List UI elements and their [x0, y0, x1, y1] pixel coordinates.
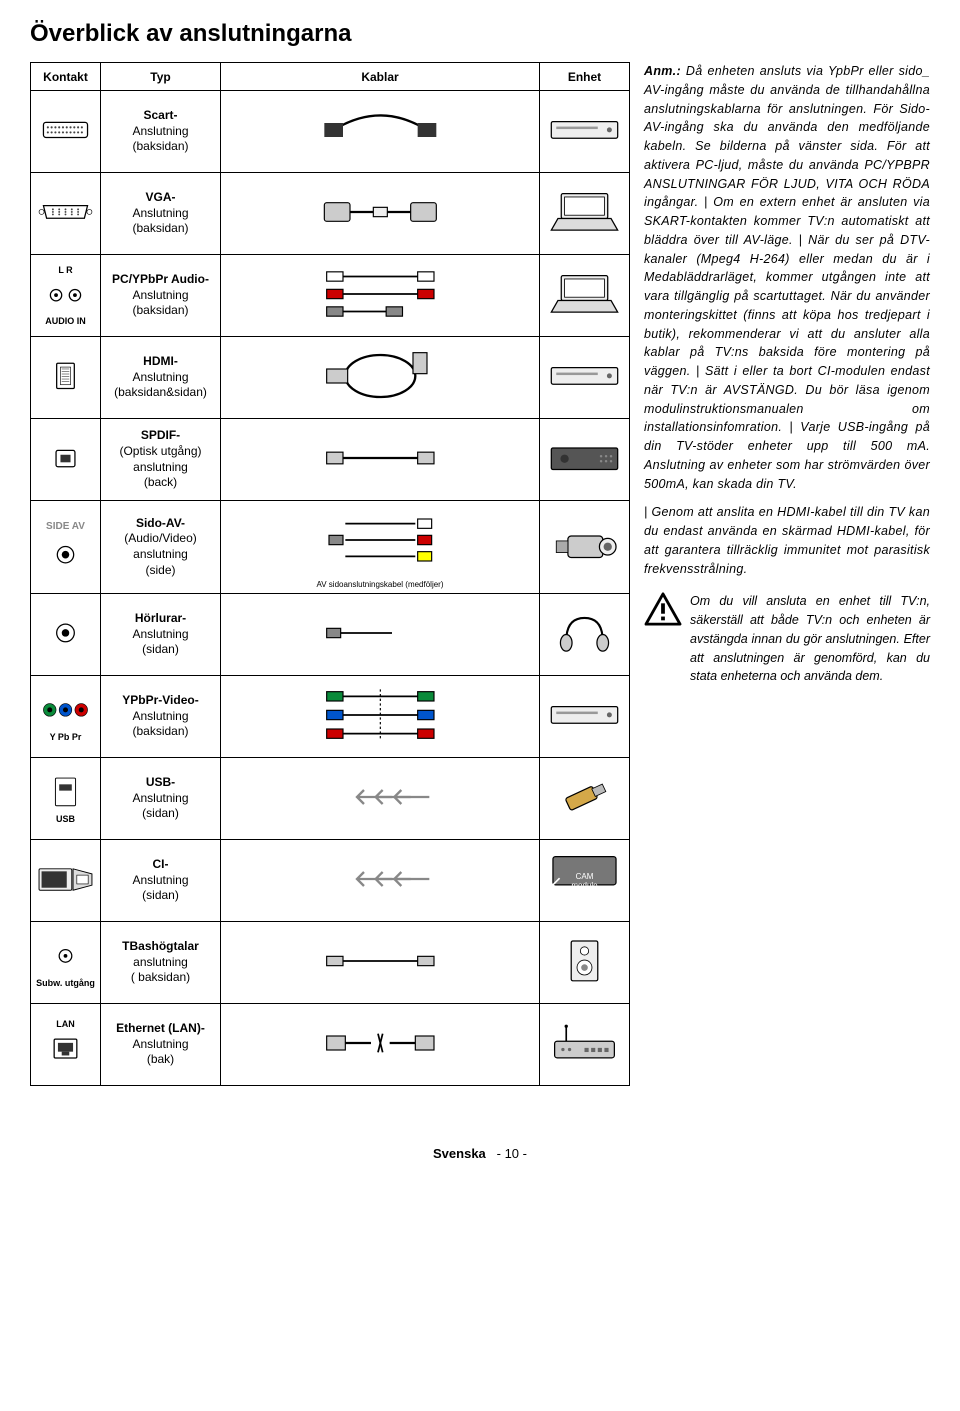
header-enhet: Enhet [540, 63, 630, 91]
kablar-optical-cable [221, 419, 540, 501]
kablar-ypbpr-cable [221, 676, 540, 758]
enhet-laptop [540, 255, 630, 337]
typ-cell-2: PC/YPbPr Audio-Anslutning(baksidan) [101, 255, 221, 337]
note-body: Då enheten ansluts via YpbPr eller sido_… [644, 64, 930, 491]
typ-cell-4: SPDIF-(Optisk utgång)anslutning(back) [101, 419, 221, 501]
kontakt-usb-port: USB [31, 758, 101, 840]
enhet-dvd [540, 676, 630, 758]
page-footer: Svenska - 10 - [30, 1146, 930, 1161]
enhet-laptop [540, 173, 630, 255]
kablar-rca-single-cable [221, 922, 540, 1004]
kontakt-subw-port: Subw. utgång [31, 922, 101, 1004]
kablar-hdmi-cable [221, 337, 540, 419]
note-text: Anm.: Då enheten ansluts via YpbPr eller… [644, 62, 930, 578]
page-title: Överblick av anslutningarna [30, 20, 930, 48]
typ-cell-11: Ethernet (LAN)-Anslutning(bak) [101, 1004, 221, 1086]
kontakt-ypbpr-port: Y Pb Pr [31, 676, 101, 758]
kablar-scart-cable [221, 91, 540, 173]
connections-table-wrapper: Kontakt Typ Kablar Enhet Scart-Anslutnin… [30, 62, 630, 1086]
typ-cell-0: Scart-Anslutning(baksidan) [101, 91, 221, 173]
kontakt-audio-in: L RAUDIO IN [31, 255, 101, 337]
kablar-av-cable: AV sidoanslutningskabel (medföljer) [221, 501, 540, 594]
kontakt-lan-port: LAN [31, 1004, 101, 1086]
enhet-cam-module: CAMmodule [540, 840, 630, 922]
note-body2: | Genom att anslita en HDMI-kabel till d… [644, 503, 930, 578]
kablar-lan-cable [221, 1004, 540, 1086]
kontakt-vga-port [31, 173, 101, 255]
enhet-receiver [540, 419, 630, 501]
kontakt-scart-port [31, 91, 101, 173]
kablar-headphone-cable [221, 594, 540, 676]
warning-text: Om du vill ansluta en enhet till TV:n, s… [690, 592, 930, 686]
enhet-router [540, 1004, 630, 1086]
header-kablar: Kablar [221, 63, 540, 91]
warning-icon [644, 592, 682, 626]
footer-lang: Svenska [433, 1146, 486, 1161]
typ-cell-8: USB-Anslutning(sidan) [101, 758, 221, 840]
header-typ: Typ [101, 63, 221, 91]
typ-cell-5: Sido-AV-(Audio/Video)anslutning(side) [101, 501, 221, 594]
kontakt-hdmi-port [31, 337, 101, 419]
typ-cell-6: Hörlurar-Anslutning(sidan) [101, 594, 221, 676]
connections-table: Kontakt Typ Kablar Enhet Scart-Anslutnin… [30, 62, 630, 1086]
kontakt-optical-port [31, 419, 101, 501]
kontakt-side-av-port: SIDE AV [31, 501, 101, 594]
typ-cell-3: HDMI-Anslutning(baksidan&sidan) [101, 337, 221, 419]
typ-cell-1: VGA-Anslutning(baksidan) [101, 173, 221, 255]
header-kontakt: Kontakt [31, 63, 101, 91]
kablar-arrows [221, 840, 540, 922]
typ-cell-7: YPbPr-Video-Anslutning(baksidan) [101, 676, 221, 758]
enhet-dvd [540, 337, 630, 419]
enhet-camcorder [540, 501, 630, 594]
kablar-arrows [221, 758, 540, 840]
enhet-dvd [540, 91, 630, 173]
kontakt-headphone-port [31, 594, 101, 676]
footer-page: - 10 - [497, 1146, 527, 1161]
enhet-headphones [540, 594, 630, 676]
kablar-rca-audio-cable [221, 255, 540, 337]
kablar-vga-cable [221, 173, 540, 255]
enhet-speaker [540, 922, 630, 1004]
warning-block: Om du vill ansluta en enhet till TV:n, s… [644, 592, 930, 686]
enhet-usb-stick [540, 758, 630, 840]
typ-cell-10: TBashögtalaranslutning( baksidan) [101, 922, 221, 1004]
typ-cell-9: CI-Anslutning(sidan) [101, 840, 221, 922]
note-heading: Anm.: [644, 64, 681, 78]
kontakt-ci-port [31, 840, 101, 922]
